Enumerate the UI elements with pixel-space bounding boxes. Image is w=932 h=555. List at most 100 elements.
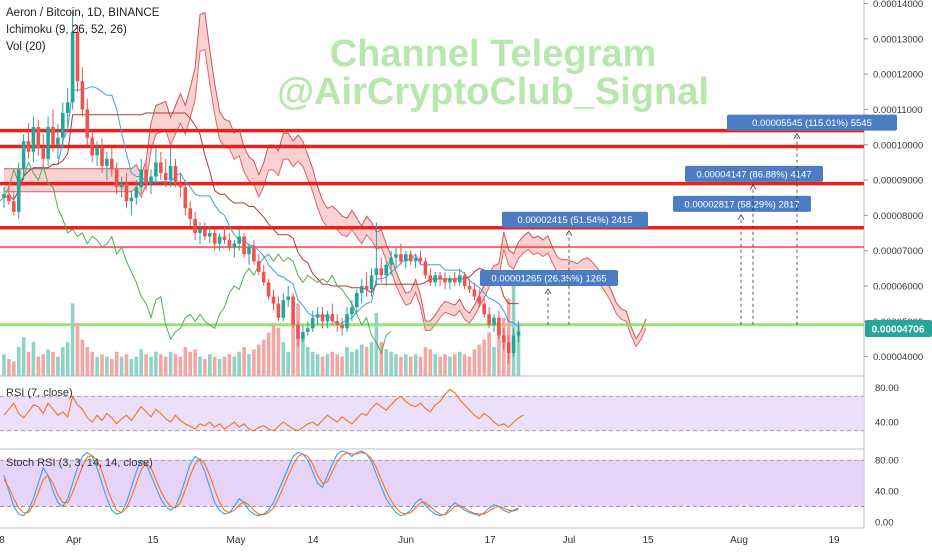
candle-body <box>399 254 403 262</box>
candle-body <box>119 183 124 188</box>
volume-bar <box>203 359 207 376</box>
time-axis-label: 17 <box>484 535 496 546</box>
time-axis-label: Apr <box>66 535 82 546</box>
target-price-label: 0.00005545 (115.01%) 5545 <box>752 118 872 129</box>
target-arrow-head <box>749 184 757 191</box>
volume-bar <box>286 351 290 376</box>
volume-bar <box>95 356 99 376</box>
volume-bar <box>306 346 310 376</box>
candle-body <box>502 335 506 343</box>
volume-bar <box>433 354 437 376</box>
volume-bar <box>320 356 325 376</box>
volume-bar <box>477 344 482 376</box>
volume-bar <box>154 351 158 376</box>
volume-bar <box>139 349 143 376</box>
volume-bar <box>51 351 55 376</box>
volume-bar <box>374 313 379 376</box>
candle-body <box>56 137 60 145</box>
candle-body <box>31 127 36 152</box>
candle-body <box>110 158 114 170</box>
volume-bar <box>404 354 408 376</box>
target-price-tag <box>685 165 823 182</box>
volume-bar <box>364 346 369 376</box>
rsi-line <box>3 388 524 432</box>
stoch-d-line <box>3 451 519 516</box>
candle-body <box>70 31 75 103</box>
candle-body <box>237 236 241 244</box>
volume-bar <box>227 354 232 376</box>
candle-body <box>261 271 266 283</box>
volume-bar <box>438 356 442 376</box>
candle-body <box>281 300 286 318</box>
volume-bar <box>252 349 256 376</box>
volume-bar <box>359 344 364 376</box>
volume-bar <box>232 356 237 376</box>
ichimoku-cloud <box>4 12 646 347</box>
volume-bar <box>399 356 403 376</box>
target-price-label: 0.00004147 (86.88%) 4147 <box>696 169 811 180</box>
target-price-label: 0.00002817 (58.29%) 2817 <box>684 199 799 210</box>
volume-bar <box>492 346 496 376</box>
candle-body <box>301 331 305 339</box>
volume-bar <box>114 351 119 376</box>
candle-body <box>325 314 330 322</box>
volume-bar <box>183 346 188 376</box>
candle-body <box>252 247 256 262</box>
time-axis-label: 15 <box>642 535 654 546</box>
volume-bar <box>159 354 163 376</box>
candle-body <box>374 268 379 276</box>
time-axis-label: Jun <box>398 535 414 546</box>
time-axis-label: 15 <box>147 535 159 546</box>
volume-bar <box>291 317 295 376</box>
candle-body <box>379 268 384 276</box>
volume-bar <box>188 351 192 376</box>
volume-bar <box>448 356 452 376</box>
target-price-tag <box>480 269 618 286</box>
volume-bar <box>453 354 457 376</box>
candle-body <box>276 303 281 318</box>
volume-bar <box>271 322 276 376</box>
last-price-label: 0.00004706 <box>872 325 925 336</box>
volume-bar <box>335 354 339 376</box>
candle-body <box>208 233 212 237</box>
volume-bar <box>443 354 447 376</box>
volume-bar <box>247 354 251 376</box>
candle-body <box>212 233 217 244</box>
candle-body <box>286 296 290 301</box>
candle-body <box>330 314 335 322</box>
candle-body <box>183 187 188 209</box>
rsi-tick-label: 40.00 <box>875 418 899 429</box>
candle-body <box>90 137 94 156</box>
volume-bar <box>178 356 183 376</box>
candle-body <box>296 324 300 339</box>
volume-bar <box>65 342 70 376</box>
volume-bar <box>134 356 139 376</box>
volume-bar <box>413 354 418 376</box>
volume-bar <box>2 354 6 376</box>
candle-body <box>217 236 222 244</box>
candle-body <box>144 169 148 184</box>
candle-body <box>188 208 192 219</box>
candle-body <box>7 194 11 202</box>
candle-body <box>61 112 65 138</box>
target-arrow-head <box>565 229 573 236</box>
volume-bar <box>105 356 109 376</box>
volume-bar <box>266 332 271 376</box>
volume-bar <box>325 354 330 376</box>
volume-bar <box>212 356 217 376</box>
ichimoku-conversion-line <box>3 85 519 328</box>
volume-bar <box>281 342 286 376</box>
candle-body <box>193 218 197 234</box>
candle-body <box>26 141 31 152</box>
candle-body <box>453 278 457 283</box>
price-tick-label: 0.00013000 <box>873 34 923 45</box>
volume-bar <box>340 356 344 376</box>
volume-bar <box>149 356 153 376</box>
volume-bar <box>21 337 26 376</box>
candle-body <box>462 275 467 286</box>
candle-body <box>95 148 99 156</box>
volume-bar <box>276 327 281 376</box>
candle-body <box>257 261 261 272</box>
rsi-band <box>0 396 864 431</box>
candle-body <box>511 335 516 354</box>
